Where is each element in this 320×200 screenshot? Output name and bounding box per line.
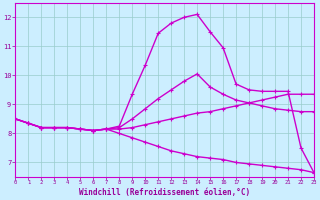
X-axis label: Windchill (Refroidissement éolien,°C): Windchill (Refroidissement éolien,°C): [79, 188, 250, 197]
